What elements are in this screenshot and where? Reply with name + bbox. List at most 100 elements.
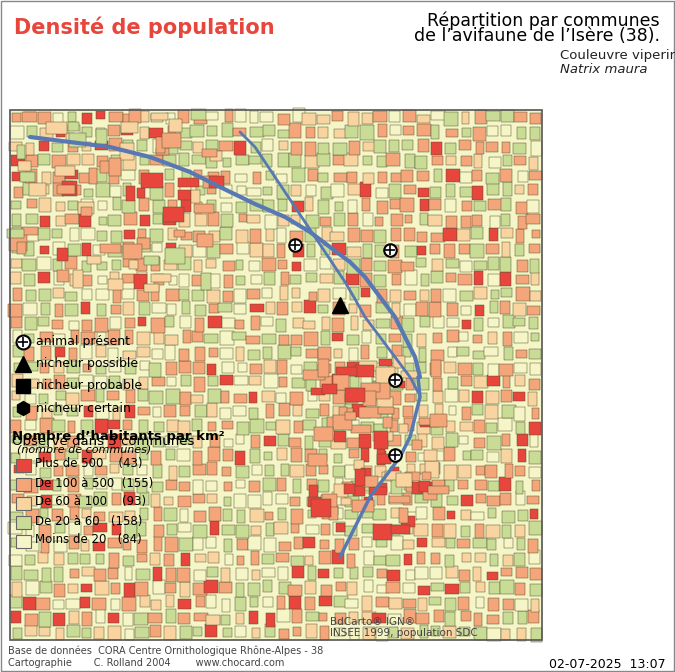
Bar (487, 452, 500, 462)
Bar (333, 568, 344, 579)
Bar (348, 335, 359, 345)
Bar (81, 540, 89, 551)
Text: Cartographie       C. Rolland 2004        www.chocard.com: Cartographie C. Rolland 2004 www.chocard… (8, 658, 284, 668)
Bar (502, 242, 510, 257)
Bar (512, 303, 526, 317)
Bar (432, 538, 446, 547)
Bar (412, 440, 422, 450)
Bar (291, 509, 303, 523)
Bar (221, 214, 233, 227)
Bar (109, 112, 123, 122)
Bar (26, 463, 36, 476)
Bar (192, 627, 202, 636)
Bar (110, 464, 119, 473)
Bar (125, 363, 136, 374)
Bar (417, 171, 429, 181)
Bar (294, 538, 303, 549)
Bar (220, 347, 233, 360)
Bar (178, 613, 190, 624)
Bar (350, 376, 358, 388)
Bar (180, 583, 190, 597)
Bar (109, 360, 121, 372)
Bar (223, 261, 235, 271)
Bar (421, 464, 428, 474)
Bar (26, 290, 36, 301)
Bar (446, 216, 456, 228)
Bar (53, 173, 65, 183)
Bar (341, 498, 351, 505)
Bar (418, 481, 431, 492)
Bar (291, 365, 302, 374)
Bar (388, 614, 401, 623)
Bar (359, 434, 371, 448)
Bar (84, 406, 92, 417)
Text: Nombre d’habitants par km²: Nombre d’habitants par km² (12, 430, 225, 443)
Bar (444, 523, 456, 538)
Bar (319, 200, 329, 214)
Bar (529, 349, 541, 359)
Bar (279, 582, 291, 593)
Bar (264, 272, 275, 285)
Bar (178, 361, 191, 373)
Bar (180, 538, 193, 550)
Bar (396, 473, 412, 487)
Bar (445, 143, 456, 154)
Bar (472, 391, 483, 403)
Bar (123, 114, 135, 124)
Bar (515, 185, 524, 194)
Bar (305, 581, 315, 594)
Bar (237, 186, 246, 195)
Bar (193, 480, 203, 494)
Bar (303, 537, 315, 548)
Bar (66, 465, 79, 476)
Bar (487, 375, 500, 386)
Bar (306, 273, 317, 282)
Bar (138, 271, 146, 283)
Bar (234, 141, 246, 155)
Bar (151, 286, 159, 301)
Bar (39, 452, 51, 462)
Bar (236, 451, 244, 465)
Bar (416, 302, 428, 317)
Bar (122, 274, 134, 282)
Bar (433, 333, 441, 343)
Bar (361, 383, 380, 392)
Bar (183, 330, 191, 343)
Bar (153, 243, 161, 252)
Bar (29, 183, 46, 196)
Bar (209, 348, 218, 358)
Bar (432, 451, 443, 460)
Bar (249, 408, 258, 419)
Bar (389, 334, 401, 342)
Bar (10, 126, 24, 139)
Bar (402, 140, 413, 150)
Bar (84, 526, 93, 536)
Bar (26, 406, 36, 420)
Bar (458, 539, 470, 548)
Bar (443, 289, 456, 302)
Bar (166, 449, 175, 460)
Bar (38, 228, 50, 240)
Bar (406, 483, 418, 492)
Bar (362, 155, 372, 165)
Bar (530, 259, 539, 273)
Bar (112, 260, 122, 269)
Bar (207, 126, 217, 136)
Bar (181, 553, 190, 566)
Bar (42, 409, 52, 418)
Bar (291, 142, 302, 155)
Bar (278, 153, 289, 167)
Bar (404, 214, 412, 223)
Bar (319, 360, 329, 377)
Bar (403, 522, 413, 534)
Bar (96, 129, 107, 144)
Bar (193, 452, 202, 465)
Bar (209, 447, 220, 461)
Bar (461, 156, 472, 166)
Bar (390, 454, 398, 462)
Bar (65, 292, 78, 301)
Bar (263, 125, 275, 136)
Bar (168, 141, 178, 155)
Bar (292, 108, 305, 122)
Bar (303, 370, 325, 380)
